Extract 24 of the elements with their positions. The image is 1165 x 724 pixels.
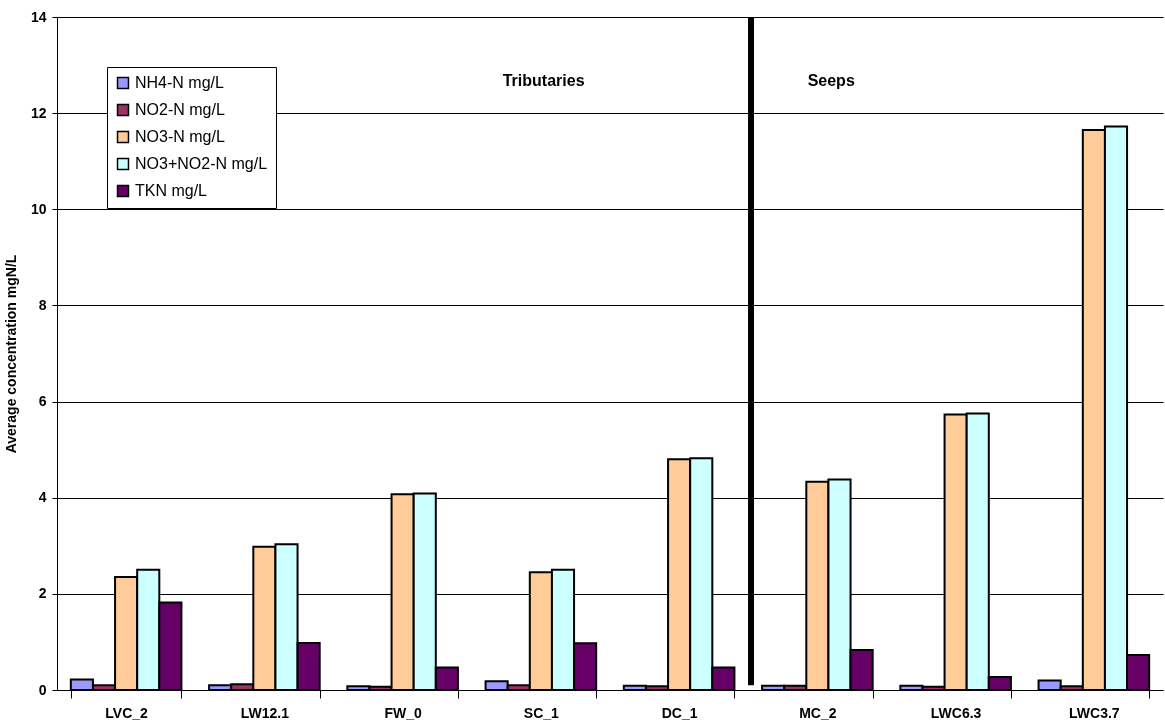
x-tick-label: LWC3.7 — [1069, 704, 1120, 721]
x-tick-label: SC_1 — [523, 704, 560, 721]
y-tick-label: 4 — [38, 489, 47, 506]
y-tick-label: 8 — [38, 296, 47, 313]
annotation: Tributaries — [502, 71, 585, 89]
y-tick-label: 12 — [30, 104, 47, 121]
legend-label: NH4-N mg/L — [135, 74, 225, 91]
legend-label: NO3+NO2-N mg/L — [135, 155, 268, 172]
y-tick-label: 2 — [38, 585, 47, 602]
x-tick-label: FW_0 — [384, 704, 422, 721]
x-tick-label: LW12.1 — [240, 704, 290, 721]
y-tick-label: 14 — [30, 8, 47, 25]
legend-label: NO3-N mg/L — [135, 128, 225, 145]
y-axis-title: Average concentration mgN/L — [2, 254, 19, 454]
x-tick-label: LWC6.3 — [930, 704, 982, 721]
y-tick-label: 0 — [38, 681, 47, 698]
x-tick-label: MC_2 — [799, 704, 837, 721]
y-tick-label: 10 — [30, 200, 47, 217]
legend-label: TKN mg/L — [135, 182, 208, 199]
legend-label: NO2-N mg/L — [135, 101, 225, 118]
y-tick-label: 6 — [38, 393, 47, 410]
x-tick-label: LVC_2 — [105, 704, 149, 721]
x-tick-label: DC_1 — [661, 704, 698, 721]
annotation: Seeps — [807, 71, 855, 89]
